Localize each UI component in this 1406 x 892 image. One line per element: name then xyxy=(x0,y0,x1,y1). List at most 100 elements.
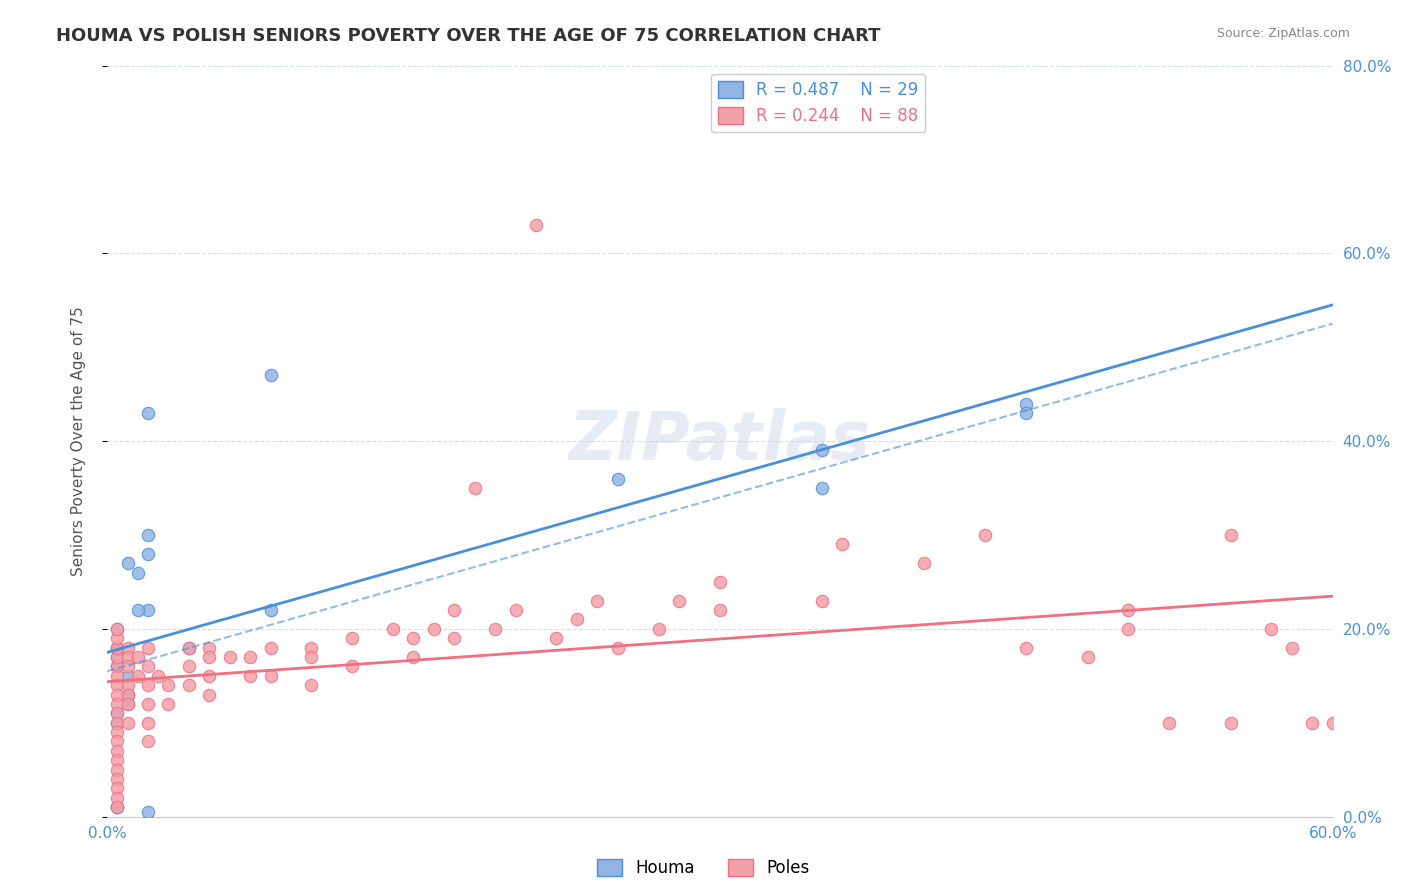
Point xyxy=(136,640,159,655)
Point xyxy=(117,688,139,702)
Point xyxy=(105,659,128,673)
Point xyxy=(105,697,128,711)
Point xyxy=(105,753,128,767)
Point xyxy=(443,603,465,617)
Point xyxy=(117,688,139,702)
Point xyxy=(105,715,128,730)
Point xyxy=(136,528,159,542)
Point xyxy=(105,622,128,636)
Point xyxy=(136,805,159,819)
Point xyxy=(1281,640,1303,655)
Point xyxy=(259,640,281,655)
Point xyxy=(1219,528,1241,542)
Point xyxy=(443,632,465,646)
Point xyxy=(105,744,128,758)
Point xyxy=(239,650,262,665)
Point xyxy=(136,603,159,617)
Point xyxy=(484,622,506,636)
Point xyxy=(811,443,834,458)
Point xyxy=(117,659,139,673)
Point xyxy=(382,622,405,636)
Point xyxy=(136,715,159,730)
Point xyxy=(105,715,128,730)
Point xyxy=(198,669,221,683)
Point xyxy=(1322,715,1344,730)
Point xyxy=(105,640,128,655)
Point xyxy=(136,406,159,420)
Point xyxy=(177,678,200,692)
Point xyxy=(464,481,486,495)
Point xyxy=(105,781,128,796)
Point xyxy=(342,632,364,646)
Point xyxy=(668,593,690,607)
Point xyxy=(105,632,128,646)
Point xyxy=(105,669,128,683)
Y-axis label: Seniors Poverty Over the Age of 75: Seniors Poverty Over the Age of 75 xyxy=(72,306,86,576)
Point xyxy=(505,603,527,617)
Point xyxy=(198,650,221,665)
Point xyxy=(105,725,128,739)
Point xyxy=(342,659,364,673)
Point xyxy=(1015,640,1038,655)
Point xyxy=(105,640,128,655)
Point xyxy=(177,640,200,655)
Point xyxy=(127,669,149,683)
Point xyxy=(259,368,281,383)
Point xyxy=(1077,650,1099,665)
Point xyxy=(105,800,128,814)
Point xyxy=(1219,715,1241,730)
Point xyxy=(127,603,149,617)
Point xyxy=(105,640,128,655)
Point xyxy=(146,669,169,683)
Point xyxy=(105,734,128,748)
Point xyxy=(198,688,221,702)
Text: HOUMA VS POLISH SENIORS POVERTY OVER THE AGE OF 75 CORRELATION CHART: HOUMA VS POLISH SENIORS POVERTY OVER THE… xyxy=(56,27,880,45)
Point xyxy=(709,603,731,617)
Point xyxy=(1015,406,1038,420)
Point xyxy=(105,772,128,786)
Point xyxy=(136,697,159,711)
Point xyxy=(524,218,547,232)
Point xyxy=(811,481,834,495)
Point xyxy=(811,593,834,607)
Point xyxy=(127,566,149,580)
Point xyxy=(177,659,200,673)
Point xyxy=(912,556,935,570)
Point xyxy=(299,678,322,692)
Point xyxy=(105,650,128,665)
Point xyxy=(105,790,128,805)
Point xyxy=(402,650,425,665)
Point xyxy=(157,697,180,711)
Point xyxy=(974,528,997,542)
Point xyxy=(606,472,628,486)
Point xyxy=(239,669,262,683)
Point xyxy=(105,763,128,777)
Point xyxy=(709,574,731,589)
Point xyxy=(1260,622,1282,636)
Point xyxy=(1301,715,1323,730)
Point xyxy=(1015,396,1038,410)
Point xyxy=(546,632,568,646)
Point xyxy=(117,678,139,692)
Point xyxy=(565,612,588,626)
Point xyxy=(299,650,322,665)
Point xyxy=(105,800,128,814)
Point xyxy=(198,640,221,655)
Point xyxy=(259,603,281,617)
Legend: Houma, Poles: Houma, Poles xyxy=(591,852,815,884)
Point xyxy=(136,547,159,561)
Point xyxy=(1118,603,1140,617)
Point xyxy=(117,688,139,702)
Point xyxy=(127,650,149,665)
Point xyxy=(299,640,322,655)
Point xyxy=(136,734,159,748)
Point xyxy=(105,650,128,665)
Point xyxy=(647,622,669,636)
Point xyxy=(586,593,609,607)
Point xyxy=(136,659,159,673)
Point xyxy=(117,715,139,730)
Point xyxy=(402,632,425,646)
Point xyxy=(105,706,128,721)
Point xyxy=(1159,715,1181,730)
Point xyxy=(177,640,200,655)
